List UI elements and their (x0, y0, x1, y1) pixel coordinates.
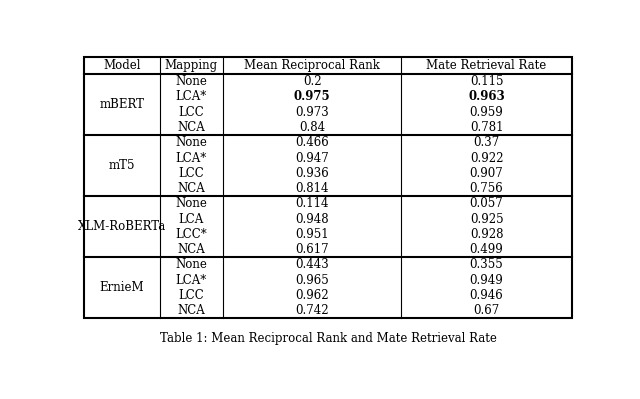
Text: Mean Reciprocal Rank: Mean Reciprocal Rank (244, 59, 380, 72)
Text: ErnieM: ErnieM (99, 281, 144, 294)
Text: 0.756: 0.756 (470, 182, 504, 195)
Text: 0.617: 0.617 (295, 243, 329, 256)
Text: 0.2: 0.2 (303, 75, 321, 88)
Text: Table 1: Mean Reciprocal Rank and Mate Retrieval Rate: Table 1: Mean Reciprocal Rank and Mate R… (159, 332, 497, 345)
Text: LCA*: LCA* (176, 152, 207, 164)
Text: mT5: mT5 (109, 159, 135, 172)
Text: None: None (175, 197, 207, 210)
Text: 0.466: 0.466 (295, 136, 329, 149)
Text: 0.962: 0.962 (295, 289, 329, 302)
Text: 0.355: 0.355 (470, 258, 504, 271)
Text: 0.948: 0.948 (295, 213, 329, 225)
Text: None: None (175, 75, 207, 88)
Text: XLM-RoBERTa: XLM-RoBERTa (77, 220, 166, 233)
Text: 0.443: 0.443 (295, 258, 329, 271)
Text: 0.114: 0.114 (296, 197, 329, 210)
Text: 0.973: 0.973 (295, 106, 329, 119)
Text: 0.499: 0.499 (470, 243, 504, 256)
Bar (84, 57, 572, 318)
Text: 0.936: 0.936 (295, 167, 329, 180)
Text: None: None (175, 136, 207, 149)
Text: mBERT: mBERT (99, 98, 144, 111)
Text: 0.742: 0.742 (295, 304, 329, 317)
Text: 0.37: 0.37 (474, 136, 500, 149)
Text: NCA: NCA (177, 121, 205, 134)
Text: 0.781: 0.781 (470, 121, 504, 134)
Text: 0.951: 0.951 (295, 228, 329, 241)
Text: None: None (175, 258, 207, 271)
Text: 0.67: 0.67 (474, 304, 500, 317)
Text: Mate Retrieval Rate: Mate Retrieval Rate (426, 59, 547, 72)
Text: 0.959: 0.959 (470, 106, 504, 119)
Text: LCC: LCC (179, 167, 204, 180)
Text: 0.115: 0.115 (470, 75, 504, 88)
Text: LCC*: LCC* (175, 228, 207, 241)
Text: 0.947: 0.947 (295, 152, 329, 164)
Text: 0.949: 0.949 (470, 274, 504, 286)
Text: 0.963: 0.963 (468, 91, 505, 103)
Text: 0.975: 0.975 (294, 91, 330, 103)
Text: 0.922: 0.922 (470, 152, 504, 164)
Text: Mapping: Mapping (164, 59, 218, 72)
Text: NCA: NCA (177, 182, 205, 195)
Text: 0.965: 0.965 (295, 274, 329, 286)
Text: 0.928: 0.928 (470, 228, 504, 241)
Text: 0.925: 0.925 (470, 213, 504, 225)
Text: 0.057: 0.057 (470, 197, 504, 210)
Text: LCC: LCC (179, 289, 204, 302)
Text: 0.907: 0.907 (470, 167, 504, 180)
Text: LCA: LCA (179, 213, 204, 225)
Text: 0.84: 0.84 (299, 121, 325, 134)
Text: Model: Model (103, 59, 141, 72)
Text: LCA*: LCA* (176, 91, 207, 103)
Text: 0.814: 0.814 (296, 182, 329, 195)
Text: LCC: LCC (179, 106, 204, 119)
Text: NCA: NCA (177, 243, 205, 256)
Text: 0.946: 0.946 (470, 289, 504, 302)
Text: NCA: NCA (177, 304, 205, 317)
Text: LCA*: LCA* (176, 274, 207, 286)
